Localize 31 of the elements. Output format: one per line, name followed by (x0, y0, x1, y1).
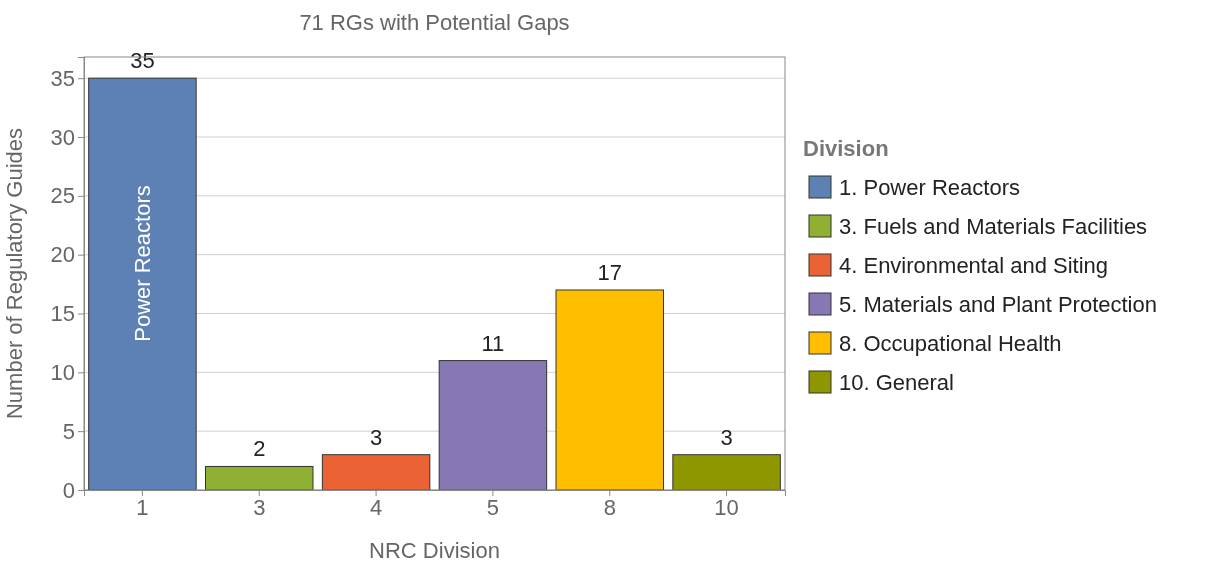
x-tick-label: 4 (369, 494, 383, 520)
legend-label: 4. Environmental and Siting (839, 253, 1109, 278)
data-label: 3 (720, 424, 733, 450)
y-tick-label: 5 (62, 418, 75, 444)
y-tick-label: 0 (62, 477, 75, 503)
y-tick-label: 25 (50, 183, 75, 209)
x-tick-label: 5 (486, 494, 500, 520)
y-tick-label: 20 (50, 242, 75, 268)
data-label: 17 (597, 259, 622, 285)
x-tick-label: 3 (253, 494, 266, 520)
y-tick-label: 10 (50, 359, 75, 385)
x-tick-label: 1 (136, 494, 149, 520)
legend-label: 3. Fuels and Materials Facilities (839, 214, 1148, 239)
legend-label: 5. Materials and Plant Protection (839, 292, 1157, 317)
legend-label: 10. General (839, 370, 954, 395)
data-label: 2 (253, 436, 266, 462)
chart-title: 71 RGs with Potential Gaps (299, 10, 570, 35)
y-tick-label: 15 (50, 301, 75, 327)
data-label: 11 (481, 330, 505, 356)
data-label: 35 (130, 48, 155, 74)
data-label: 3 (369, 424, 383, 450)
y-axis-title: Number of Regulatory Guides (2, 127, 27, 420)
legend-label: 1. Power Reactors (839, 175, 1020, 200)
legend-title: Division (803, 136, 889, 161)
y-tick-label: 35 (50, 65, 75, 91)
legend-label: 8. Occupational Health (839, 331, 1062, 356)
x-tick-label: 8 (603, 494, 616, 520)
y-tick-label: 30 (50, 124, 75, 150)
x-axis-title: NRC Division (369, 538, 500, 563)
annotation: Power Reactors (130, 185, 156, 342)
x-tick-label: 10 (714, 494, 739, 520)
